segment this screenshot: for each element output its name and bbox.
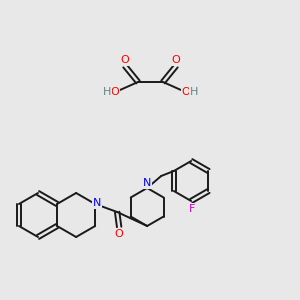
Text: O: O [182,87,190,97]
Text: O: O [172,55,180,65]
Text: F: F [189,204,195,214]
Text: N: N [143,178,151,188]
Text: N: N [93,198,101,208]
Text: H: H [103,87,111,97]
Text: O: O [111,87,119,97]
Text: O: O [121,55,129,65]
Text: O: O [115,229,124,239]
Text: H: H [190,87,198,97]
